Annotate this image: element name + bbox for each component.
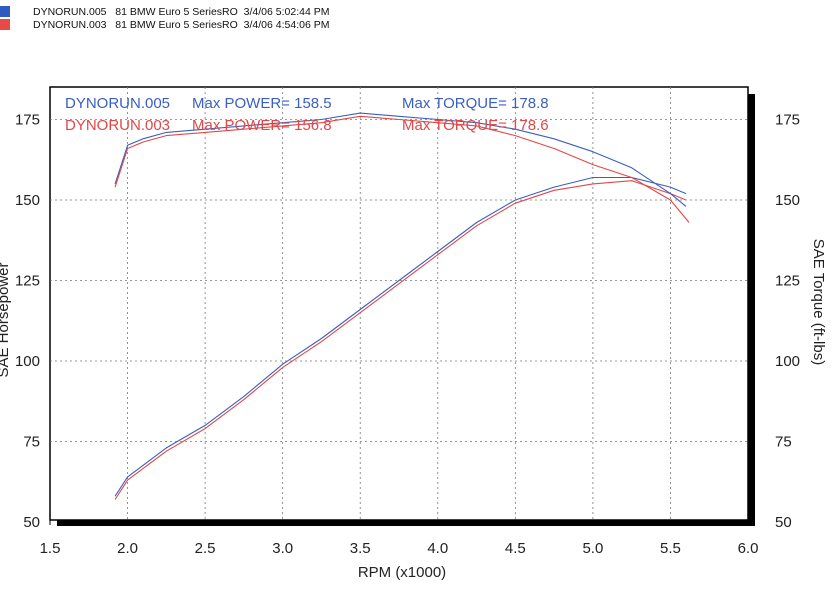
y-tick-label-left: 50 (23, 514, 40, 531)
series-line-0 (114, 176, 687, 497)
grid (50, 87, 748, 520)
x-tick-label: 4.0 (427, 540, 448, 557)
series-layer (114, 112, 690, 500)
x-tick-label: 3.5 (350, 540, 371, 557)
y-tick-label-right: 75 (775, 434, 792, 451)
series-line-2 (114, 112, 687, 207)
run-005-name: DYNORUN.005 (65, 95, 170, 112)
y-tick-label-right: 150 (775, 192, 800, 209)
run-005-swatch (0, 6, 10, 17)
x-tick-label: 5.5 (660, 540, 681, 557)
y-tick-label-left: 125 (15, 273, 40, 290)
y-tick-label-left: 75 (23, 434, 40, 451)
y-tick-label-right: 100 (775, 353, 800, 370)
plot-area (49, 86, 749, 521)
y-tick-label-left: 100 (15, 353, 40, 370)
run-003-name: DYNORUN.003 (65, 117, 170, 134)
y-axis-title-left: SAE Horsepower (0, 262, 12, 377)
x-tick-label: 4.5 (505, 540, 526, 557)
y-axis-title-right: SAE Torque (ft-lbs) (810, 239, 827, 365)
x-axis-title: RPM (x1000) (358, 564, 446, 581)
x-tick-label: 3.0 (272, 540, 293, 557)
x-tick-label: 6.0 (738, 540, 759, 557)
run-005-header-label: DYNORUN.005 81 BMW Euro 5 SeriesRO 3/4/0… (33, 6, 330, 18)
run-005-max-torque: Max TORQUE= 178.8 (402, 95, 549, 112)
run-003-header-label: DYNORUN.003 81 BMW Euro 5 SeriesRO 3/4/0… (33, 19, 330, 31)
x-tick-label: 2.0 (117, 540, 138, 557)
x-tick-label: 2.5 (195, 540, 216, 557)
y-tick-label-left: 150 (15, 192, 40, 209)
run-003-max-power: Max POWER= 156.8 (192, 117, 332, 134)
run-003-swatch (0, 19, 10, 30)
run-003-max-torque: Max TORQUE= 178.6 (402, 117, 549, 134)
y-tick-label-right: 175 (775, 112, 800, 129)
tick-labels: 1.5 2.0 2.5 3.0 3.5 4.0 4.5 5.0 5.5 6.0 50 50 75 75 10… (15, 112, 800, 558)
y-tick-label-right: 125 (775, 273, 800, 290)
x-tick-label: 5.0 (582, 540, 603, 557)
y-tick-label-left: 175 (15, 112, 40, 129)
y-tick-label-right: 50 (775, 514, 792, 531)
run-005-max-power: Max POWER= 158.5 (192, 95, 332, 112)
series-line-3 (114, 115, 690, 223)
series-line-1 (114, 180, 687, 500)
x-tick-label: 1.5 (40, 540, 61, 557)
